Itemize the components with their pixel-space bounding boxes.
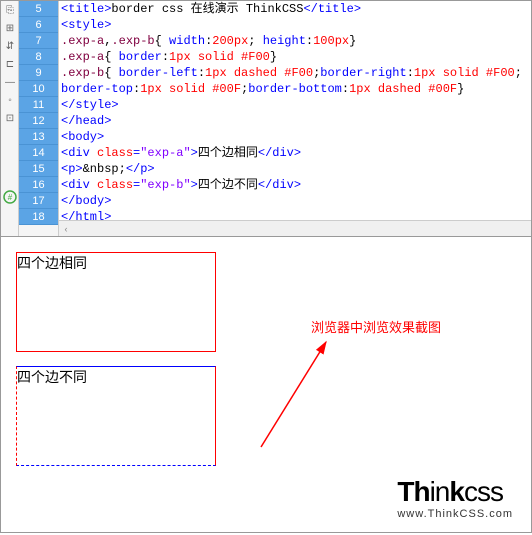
code-line[interactable]: <div class="exp-a">四个边相同</div> xyxy=(61,145,531,161)
code-line[interactable]: <div class="exp-b">四个边不同</div> xyxy=(61,177,531,193)
line-number: 17 xyxy=(19,193,58,209)
line-number: 5 xyxy=(19,1,58,17)
horizontal-scrollbar[interactable]: ‹ xyxy=(59,220,531,236)
tool-icon-6[interactable]: ◦ xyxy=(1,91,19,109)
browser-preview-pane: 四个边相同 四个边不同 浏览器中浏览效果截图 Thinkcss www.Thin… xyxy=(0,237,532,533)
line-number: 18 xyxy=(19,209,58,225)
line-number: 16 xyxy=(19,177,58,193)
tool-icon-3[interactable]: ⇵ xyxy=(1,37,19,55)
line-number: 8 xyxy=(19,49,58,65)
tool-icon-2[interactable]: ⊞ xyxy=(1,19,19,37)
code-line[interactable]: <p>&nbsp;</p> xyxy=(61,161,531,177)
tool-icon-5[interactable]: — xyxy=(1,73,19,91)
line-number: 7 xyxy=(19,33,58,49)
code-line[interactable]: <body> xyxy=(61,129,531,145)
line-number: 6 xyxy=(19,17,58,33)
line-number: 10 xyxy=(19,81,58,97)
line-number: 14 xyxy=(19,145,58,161)
code-line[interactable]: <title>border css 在线演示 ThinkCSS</title> xyxy=(61,1,531,17)
tool-icon-1[interactable]: ⎘ xyxy=(1,1,19,19)
editor-toolbar: ⎘ ⊞ ⇵ ⊏ — ◦ ⊡ # xyxy=(1,1,19,236)
code-line[interactable]: </style> xyxy=(61,97,531,113)
tool-icon-7[interactable]: ⊡ xyxy=(1,109,19,127)
svg-text:#: # xyxy=(8,193,13,202)
code-line[interactable]: <style> xyxy=(61,17,531,33)
code-line[interactable]: .exp-a,.exp-b{ width:200px; height:100px… xyxy=(61,33,531,49)
line-number: 11 xyxy=(19,97,58,113)
line-number: 15 xyxy=(19,161,58,177)
line-number: 12 xyxy=(19,113,58,129)
code-editor-pane: ⎘ ⊞ ⇵ ⊏ — ◦ ⊡ # 56789101112131415161718 … xyxy=(0,0,532,237)
line-number-gutter: 56789101112131415161718 xyxy=(19,1,59,236)
code-line[interactable]: border-top:1px solid #00F;border-bottom:… xyxy=(61,81,531,97)
thinkcss-logo: Thinkcss www.ThinkCSS.com xyxy=(397,476,513,520)
code-line[interactable]: .exp-b{ border-left:1px dashed #F00;bord… xyxy=(61,65,531,81)
code-line[interactable]: </body> xyxy=(61,193,531,209)
code-line[interactable]: </head> xyxy=(61,113,531,129)
line-number: 13 xyxy=(19,129,58,145)
tool-icon-4[interactable]: ⊏ xyxy=(1,55,19,73)
code-line[interactable]: .exp-a{ border:1px solid #F00} xyxy=(61,49,531,65)
code-area[interactable]: <title>border css 在线演示 ThinkCSS</title><… xyxy=(59,1,531,236)
tool-icon-run[interactable]: # xyxy=(1,188,19,206)
line-number: 9 xyxy=(19,65,58,81)
logo-text: Thinkcss xyxy=(397,476,513,508)
logo-url: www.ThinkCSS.com xyxy=(397,508,513,520)
